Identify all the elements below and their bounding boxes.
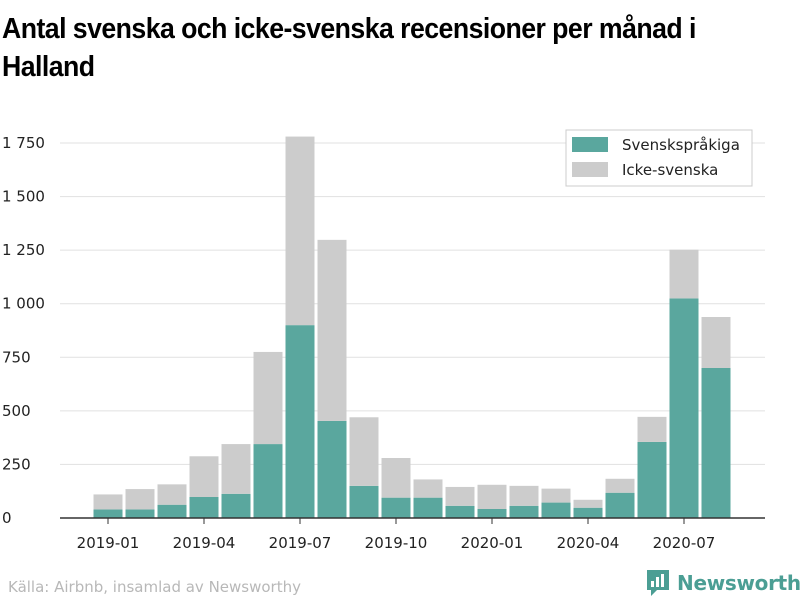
legend-swatch	[572, 162, 608, 177]
bar-icke-2019-01	[93, 494, 123, 510]
bar-svenska-2019-03	[157, 504, 187, 518]
bar-icke-2020-07	[669, 249, 699, 299]
bar-icke-2020-05	[605, 478, 635, 493]
bars	[93, 136, 731, 518]
bar-icke-2019-02	[125, 489, 155, 510]
source-text: Källa: Airbnb, insamlad av Newsworthy	[8, 578, 301, 596]
y-tick-label: 1 250	[2, 241, 45, 259]
brand-logo: Newsworthy	[645, 568, 800, 598]
bar-svenska-2019-09	[349, 485, 379, 518]
grid-lines	[60, 142, 765, 465]
bar-icke-2019-12	[445, 486, 475, 506]
bar-svenska-2020-03	[541, 502, 571, 518]
x-tick-label: 2019-01	[77, 534, 140, 552]
bar-icke-2019-10	[381, 458, 411, 498]
y-tick-label: 250	[2, 455, 31, 473]
y-tick-label: 1 750	[2, 134, 45, 152]
stacked-bar-chart: 2019-01 2019-04 2019-07 2019-10 2020-01 2020-…	[2, 129, 765, 552]
bar-icke-2019-05	[221, 444, 251, 494]
bar-icke-2020-03	[541, 488, 571, 503]
bar-icke-2020-01	[477, 484, 507, 509]
bar-icke-2019-08	[317, 239, 347, 421]
bar-svenska-2020-01	[477, 509, 507, 518]
x-tick-label: 2019-10	[365, 534, 428, 552]
bar-icke-2019-03	[157, 484, 187, 505]
x-tick-label: 2020-07	[653, 534, 716, 552]
chart-title: Antal svenska och icke-svenska recension…	[2, 13, 696, 83]
bar-svenska-2020-07	[669, 298, 699, 518]
y-tick-label: 750	[2, 348, 31, 366]
bar-icke-2020-02	[509, 485, 539, 506]
bar-svenska-2019-10	[381, 497, 411, 518]
bar-icke-2020-04	[573, 499, 603, 508]
legend-label: Icke-svenska	[622, 161, 718, 179]
x-tick-label: 2020-01	[461, 534, 524, 552]
y-tick-label: 500	[2, 402, 31, 420]
bar-svenska-2019-11	[413, 497, 443, 518]
bar-svenska-2020-08	[701, 368, 731, 518]
bar-svenska-2020-05	[605, 492, 635, 518]
bar-svenska-2019-07	[285, 325, 315, 518]
bar-icke-2020-08	[701, 317, 731, 368]
y-tick-label: 1 500	[2, 188, 45, 206]
legend-label: Svenskspråkiga	[622, 136, 740, 154]
legend: Svenskspråkiga Icke-svenska	[565, 129, 753, 187]
y-tick-label: 1 000	[2, 295, 45, 313]
x-tick-label: 2019-07	[269, 534, 332, 552]
bar-svenska-2019-12	[445, 505, 475, 518]
bar-icke-2020-06	[637, 416, 667, 442]
bar-svenska-2019-05	[221, 493, 251, 518]
bar-svenska-2019-06	[253, 444, 283, 518]
x-axis: 2019-01 2019-04 2019-07 2019-10 2020-01 2020-…	[60, 517, 765, 552]
bar-icke-2019-04	[189, 456, 219, 497]
x-tick-label: 2020-04	[557, 534, 620, 552]
bar-icke-2019-11	[413, 479, 443, 498]
brand-name: Newsworthy	[677, 571, 800, 595]
y-axis: 0 250 500 750 1 000 1 250 1 500 1 750	[2, 134, 45, 527]
x-tick-label: 2019-04	[173, 534, 236, 552]
bar-svenska-2019-01	[93, 509, 123, 518]
y-tick-label: 0	[2, 509, 12, 527]
bar-svenska-2019-02	[125, 509, 155, 518]
legend-swatch	[572, 137, 608, 152]
bar-svenska-2019-08	[317, 420, 347, 518]
bar-chart-logo-icon	[647, 570, 669, 596]
bar-icke-2019-07	[285, 136, 315, 326]
bar-svenska-2020-02	[509, 505, 539, 518]
bar-svenska-2020-06	[637, 441, 667, 518]
bar-icke-2019-09	[349, 417, 379, 486]
bar-svenska-2020-04	[573, 507, 603, 518]
bar-svenska-2019-04	[189, 497, 219, 518]
bar-icke-2019-06	[253, 351, 283, 445]
